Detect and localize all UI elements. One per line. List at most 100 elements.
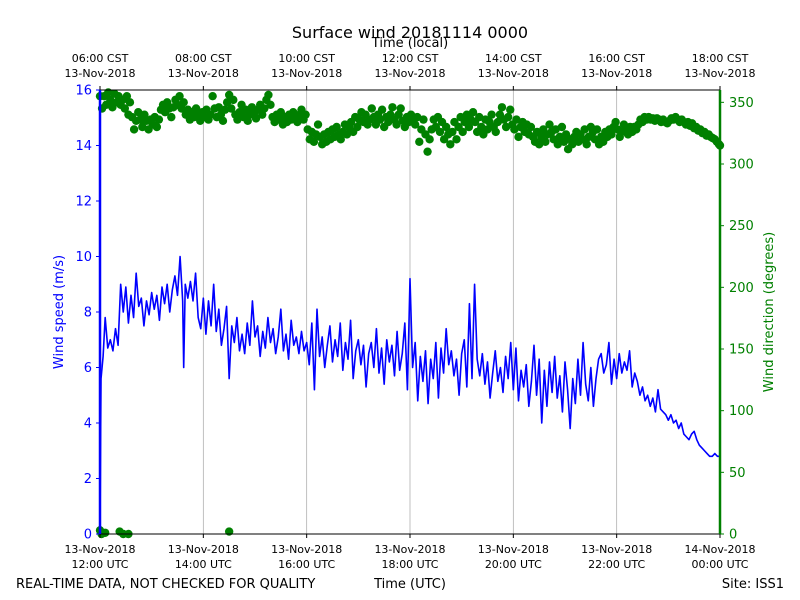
top-tick-time: 08:00 CST [175, 52, 232, 65]
wind-direction-point [120, 104, 129, 113]
top-tick-date: 13-Nov-2018 [684, 67, 755, 80]
wind-direction-point [167, 112, 176, 122]
wind-direction-point [367, 104, 376, 113]
wind-direction-point [607, 130, 616, 139]
right-tick-label: 250 [729, 219, 754, 234]
top-tick-time: 10:00 CST [278, 52, 335, 65]
wind-direction-point [377, 105, 387, 114]
left-tick-label: 12 [75, 195, 92, 210]
bottom-tick-date: 13-Nov-2018 [581, 543, 652, 556]
wind-direction-point [125, 98, 135, 107]
right-tick-label: 100 [729, 404, 754, 419]
right-axis-ticks: 0 50 100 150 200 250 300 350 [720, 96, 754, 543]
wind-direction-point [266, 100, 275, 110]
bottom-tick-time: 14:00 UTC [175, 558, 232, 571]
right-tick-label: 350 [729, 96, 754, 111]
wind-direction-point [452, 135, 461, 144]
bottom-tick-date: 13-Nov-2018 [168, 543, 239, 556]
y-axis-label-right: Wind direction (degrees) [762, 232, 777, 392]
footer-left: REAL-TIME DATA, NOT CHECKED FOR QUALITY [16, 577, 315, 592]
bottom-tick-date: 13-Nov-2018 [271, 543, 342, 556]
bottom-tick-time: 22:00 UTC [588, 558, 645, 571]
wind-speed-line [99, 89, 720, 534]
wind-direction-point [435, 127, 445, 137]
bottom-axis-ticks: 13-Nov-2018 12:00 UTC 13-Nov-2018 14:00 UTC… [64, 534, 756, 571]
bottom-tick-time: 00:00 UTC [691, 558, 748, 571]
wind-direction-point [152, 122, 162, 132]
wind-direction-point [154, 115, 164, 124]
top-tick-time: 06:00 CST [72, 52, 129, 65]
left-tick-label: 8 [84, 306, 92, 321]
wind-direction-point [541, 137, 550, 146]
bottom-tick-date: 13-Nov-2018 [374, 543, 445, 556]
wind-direction-point [506, 105, 515, 114]
top-axis-label: Time (local) [371, 36, 448, 51]
wind-direction-point [582, 140, 591, 149]
wind-direction-point [497, 103, 507, 112]
wind-direction-point [468, 108, 478, 117]
left-tick-label: 10 [75, 250, 92, 265]
wind-direction-point [100, 528, 110, 537]
top-tick-time: 14:00 CST [485, 52, 542, 65]
wind-direction-point [336, 135, 345, 144]
wind-direction-point [464, 122, 474, 132]
wind-direction-point [423, 147, 432, 156]
wind-direction-point [487, 110, 496, 119]
wind-direction-layer [95, 88, 725, 539]
left-tick-label: 0 [84, 528, 92, 543]
bottom-tick-time: 16:00 UTC [278, 558, 335, 571]
wind-direction-point [229, 95, 238, 105]
wind-direction-point [208, 91, 217, 101]
top-tick-date: 13-Nov-2018 [478, 67, 549, 80]
wind-direction-point [227, 104, 236, 113]
wind-direction-point [313, 120, 323, 129]
wind-direction-point [260, 104, 269, 113]
left-axis-ticks: 0 2 4 6 8 10 12 14 16 [75, 84, 100, 543]
chart-title: Surface wind 20181114 0000 [292, 23, 528, 42]
wind-direction-point [392, 120, 401, 129]
wind-direction-point [175, 91, 184, 101]
right-tick-label: 0 [729, 528, 737, 543]
top-tick-date: 13-Nov-2018 [168, 67, 239, 80]
wind-direction-point [332, 122, 341, 132]
wind-direction-point [309, 137, 319, 146]
bottom-tick-time: 18:00 UTC [381, 558, 438, 571]
footer-right: Site: ISS1 [722, 577, 784, 592]
wind-direction-point [251, 114, 261, 123]
top-tick-date: 13-Nov-2018 [64, 67, 135, 80]
left-tick-label: 16 [75, 84, 92, 99]
wind-direction-point [491, 127, 500, 137]
left-tick-label: 14 [75, 139, 92, 154]
left-tick-label: 6 [84, 361, 92, 376]
wind-direction-point [425, 135, 434, 144]
wind-direction-point [503, 112, 513, 122]
right-tick-label: 150 [729, 343, 754, 358]
x-axis-label: Time (UTC) [373, 577, 446, 592]
wind-direction-point [264, 90, 273, 100]
wind-direction-point [388, 103, 397, 112]
wind-direction-point [557, 122, 567, 132]
top-tick-date: 13-Nov-2018 [271, 67, 342, 80]
wind-speed-layer [99, 89, 720, 534]
bottom-tick-time: 20:00 UTC [485, 558, 542, 571]
right-tick-label: 200 [729, 281, 754, 296]
bottom-tick-date: 13-Nov-2018 [64, 543, 135, 556]
top-tick-date: 13-Nov-2018 [374, 67, 445, 80]
left-tick-label: 2 [84, 472, 92, 487]
wind-direction-point [301, 110, 310, 119]
wind-direction-point [410, 120, 420, 129]
wind-direction-point [415, 137, 424, 146]
y-axis-label-left: Wind speed (m/s) [52, 255, 67, 369]
right-tick-label: 300 [729, 158, 754, 173]
bottom-tick-time: 12:00 UTC [71, 558, 128, 571]
wind-direction-point [396, 104, 405, 113]
wind-direction-point [353, 122, 362, 132]
wind-direction-point [545, 120, 554, 129]
wind-direction-point [526, 122, 536, 132]
wind-direction-point [446, 140, 455, 149]
wind-direction-point [129, 125, 139, 134]
top-tick-time: 12:00 CST [382, 52, 439, 65]
bottom-tick-date: 13-Nov-2018 [478, 543, 549, 556]
top-tick-time: 16:00 CST [588, 52, 645, 65]
